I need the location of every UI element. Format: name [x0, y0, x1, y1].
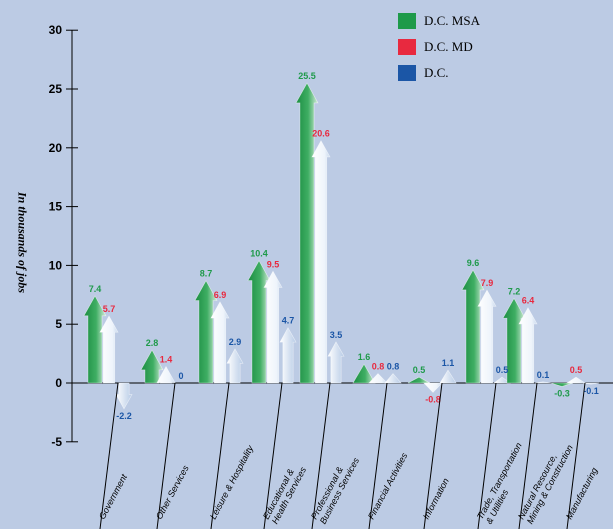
category-label: Other Services: [154, 463, 191, 521]
bar-d-c--3: [279, 327, 297, 384]
legend-item-dc-md: D.C. MD: [398, 34, 480, 60]
category-label: Government: [97, 472, 129, 521]
legend-label-dc: D.C.: [424, 65, 449, 80]
bar-d-c-md-2: [210, 301, 230, 384]
category-label: Information: [421, 476, 451, 520]
bar-d-c--9: [582, 382, 600, 385]
legend-swatch-dc: [398, 65, 416, 81]
bar-d-c-md-7: [477, 289, 497, 384]
bar-d-c-msa-6: [407, 376, 431, 384]
y-tick-label: 5: [55, 317, 62, 331]
y-tick-label: 10: [49, 258, 63, 272]
y-tick-label: 0: [55, 376, 62, 390]
data-label: 0.5: [570, 365, 583, 375]
category-label: Leisure & Hospitality: [208, 443, 256, 521]
bar-d-c--6: [439, 369, 457, 384]
data-label: 6.9: [214, 290, 227, 300]
category-divider: [156, 382, 176, 529]
data-label: 9.6: [467, 258, 480, 268]
data-label: -0.8: [425, 394, 441, 404]
data-label: 0.1: [537, 370, 550, 380]
data-label: 3.5: [330, 330, 343, 340]
bar-d-c--0: [115, 382, 133, 410]
bar-d-c--5: [384, 373, 402, 384]
y-tick-label: 30: [49, 23, 63, 37]
y-tick-label: 15: [49, 200, 63, 214]
bar-d-c-msa-3: [247, 260, 271, 384]
legend: D.C. MSA D.C. MD D.C.: [398, 8, 480, 86]
bar-d-c-md-4: [311, 140, 331, 384]
data-label: 7.4: [89, 284, 102, 294]
y-axis-label: In thousands of jobs: [15, 191, 30, 294]
data-label: -0.1: [583, 386, 599, 396]
bar-d-c-msa-9: [550, 382, 574, 387]
bar-d-c-msa-4: [295, 82, 319, 384]
legend-item-dc-msa: D.C. MSA: [398, 8, 480, 34]
bar-d-c-msa-7: [461, 269, 485, 384]
data-label: 0.5: [413, 365, 426, 375]
legend-label-dc-msa: D.C. MSA: [424, 13, 480, 28]
data-label: 0: [178, 371, 183, 381]
data-label: 10.4: [250, 249, 268, 259]
category-divider: [368, 382, 388, 529]
y-tick-label: 25: [49, 82, 63, 96]
category-label: Financial Activities: [366, 451, 410, 521]
category-divider: [263, 382, 283, 529]
y-tick-label: -5: [51, 435, 62, 449]
bar-d-c-md-9: [565, 376, 587, 384]
data-label: 2.9: [229, 337, 242, 347]
category-label: Manufacturing: [564, 466, 600, 521]
data-label: 1.6: [358, 352, 371, 362]
data-label: 0.5: [496, 365, 509, 375]
category-divider: [210, 382, 230, 529]
category-divider: [566, 382, 586, 529]
bar-d-c-md-0: [99, 315, 119, 384]
bar-d-c-md-6: [423, 382, 443, 393]
bar-d-c-md-3: [263, 270, 283, 384]
bar-d-c-msa-2: [194, 280, 218, 384]
bar-d-c-msa-1: [140, 349, 164, 384]
data-label: 7.2: [508, 286, 521, 296]
category-divider: [99, 382, 119, 529]
legend-swatch-dc-md: [398, 39, 416, 55]
category-divider: [477, 382, 497, 529]
category-divider: [518, 382, 538, 529]
data-label: 0.8: [372, 362, 385, 372]
data-label: 5.7: [103, 304, 116, 314]
bar-d-c-md-8: [518, 307, 538, 384]
data-label: 7.9: [481, 278, 494, 288]
legend-swatch-dc-msa: [398, 13, 416, 29]
legend-item-dc: D.C.: [398, 60, 480, 86]
data-label: 20.6: [312, 129, 330, 139]
data-label: 0.8: [387, 362, 400, 372]
bar-d-c-md-1: [156, 365, 176, 384]
y-tick-label: 20: [49, 141, 63, 155]
bar-d-c-msa-8: [502, 297, 526, 384]
data-label: 6.4: [522, 296, 535, 306]
category-divider: [311, 382, 331, 529]
category-divider: [423, 382, 443, 529]
data-label: -2.2: [116, 411, 132, 421]
data-label: 1.1: [442, 358, 455, 368]
data-label: 8.7: [200, 269, 213, 279]
data-label: 2.8: [146, 338, 159, 348]
legend-label-dc-md: D.C. MD: [424, 39, 473, 54]
bar-d-c--4: [327, 341, 345, 384]
data-label: 4.7: [282, 316, 295, 326]
bar-d-c--8: [534, 381, 552, 384]
data-label: 25.5: [298, 71, 316, 81]
data-label: 1.4: [160, 355, 173, 365]
bar-d-c-msa-0: [83, 295, 107, 384]
data-label: -0.3: [554, 389, 570, 399]
bar-d-c--2: [226, 348, 244, 384]
data-label: 9.5: [267, 259, 280, 269]
